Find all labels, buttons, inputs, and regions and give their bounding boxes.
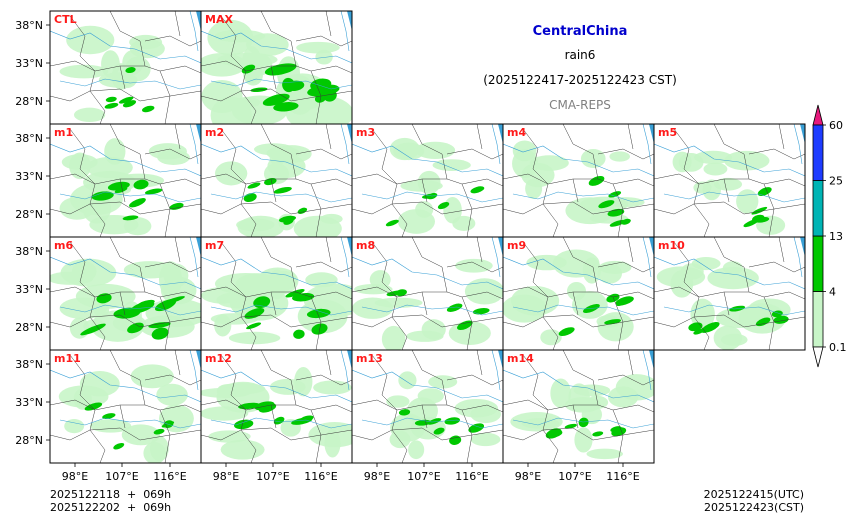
- map-panel-MAX: MAX: [200, 10, 353, 125]
- colorbar-segment: [812, 124, 824, 181]
- lat-tick-label: 38°N: [15, 132, 43, 145]
- init-utc: 2025122118 + 069h: [50, 488, 172, 501]
- lon-tick-label: 98°E: [364, 470, 390, 483]
- panel-label: m4: [507, 126, 526, 139]
- colorbar-segment: [812, 291, 824, 348]
- lat-tick-label: 28°N: [15, 321, 43, 334]
- colorbar-level-label: 60: [829, 119, 843, 132]
- init-cst: 2025122202 + 069h: [50, 501, 172, 514]
- region-title: CentralChina: [532, 24, 628, 39]
- map-panel-m2: m2: [200, 123, 353, 238]
- period-title: (2025122417-2025122423 CST): [483, 73, 677, 87]
- map-panel-m1: m1: [49, 123, 202, 238]
- colorbar-segment: [812, 235, 824, 292]
- panel-label: m10: [658, 239, 685, 252]
- colorbar-level-label: 13: [829, 230, 843, 243]
- panel-label: m1: [54, 126, 73, 139]
- panel-label: CTL: [54, 13, 77, 26]
- map-panel-m14: m14: [502, 349, 655, 464]
- valid-cst: 2025122423(CST): [704, 501, 804, 514]
- panel-label: m5: [658, 126, 677, 139]
- map-panel-m8: m8: [351, 236, 504, 351]
- panel-label: m14: [507, 352, 534, 365]
- lon-tick-label: 116°E: [606, 470, 639, 483]
- colorbar-extend-min: [812, 346, 824, 368]
- panel-label: m13: [356, 352, 383, 365]
- lon-tick-label: 107°E: [256, 470, 289, 483]
- colorbar-level-label: 0.1: [829, 341, 847, 354]
- colorbar-level-label: 4: [829, 286, 836, 299]
- lon-tick-label: 98°E: [62, 470, 88, 483]
- lon-tick-label: 98°E: [213, 470, 239, 483]
- panel-label: m3: [356, 126, 375, 139]
- map-panel-m3: m3: [351, 123, 504, 238]
- map-panel-m7: m7: [200, 236, 353, 351]
- lon-tick-label: 107°E: [407, 470, 440, 483]
- lon-tick-label: 116°E: [304, 470, 337, 483]
- colorbar-level-label: 25: [829, 175, 843, 188]
- panel-label: m8: [356, 239, 375, 252]
- panel-label: m12: [205, 352, 232, 365]
- init-time-footer: 2025122118 + 069h 2025122202 + 069h: [50, 488, 171, 514]
- lon-tick-label: 98°E: [515, 470, 541, 483]
- lat-tick-label: 28°N: [15, 208, 43, 221]
- lat-tick-label: 28°N: [15, 434, 43, 447]
- map-panel-m11: m11: [49, 349, 202, 464]
- map-panel-m12: m12: [200, 349, 353, 464]
- lon-tick-label: 116°E: [455, 470, 488, 483]
- variable-title: rain6: [564, 48, 596, 62]
- panel-label: m9: [507, 239, 526, 252]
- panel-label: MAX: [205, 13, 233, 26]
- map-panel-m10: m10: [653, 236, 806, 351]
- model-title: CMA-REPS: [549, 98, 611, 112]
- lat-tick-label: 33°N: [15, 57, 43, 70]
- map-panel-m9: m9: [502, 236, 655, 351]
- lon-tick-label: 107°E: [105, 470, 138, 483]
- map-panel-CTL: CTL: [49, 10, 202, 125]
- map-panel-m4: m4: [502, 123, 655, 238]
- panel-label: m7: [205, 239, 224, 252]
- panel-label: m11: [54, 352, 81, 365]
- lat-tick-label: 28°N: [15, 95, 43, 108]
- map-panel-m13: m13: [351, 349, 504, 464]
- lat-tick-label: 33°N: [15, 396, 43, 409]
- panel-label: m2: [205, 126, 224, 139]
- colorbar-extend-max: [812, 104, 824, 126]
- colorbar-segment: [812, 180, 824, 237]
- valid-utc: 2025122415(UTC): [703, 488, 804, 501]
- map-panel-m6: m6: [49, 236, 202, 351]
- lat-tick-label: 33°N: [15, 170, 43, 183]
- lat-tick-label: 33°N: [15, 283, 43, 296]
- panel-label: m6: [54, 239, 73, 252]
- lat-tick-label: 38°N: [15, 19, 43, 32]
- lon-tick-label: 116°E: [153, 470, 186, 483]
- lat-tick-label: 38°N: [15, 358, 43, 371]
- valid-time-footer: 2025122415(UTC) 2025122423(CST): [704, 488, 804, 514]
- lat-tick-label: 38°N: [15, 245, 43, 258]
- lon-tick-label: 107°E: [558, 470, 591, 483]
- map-panel-m5: m5: [653, 123, 806, 238]
